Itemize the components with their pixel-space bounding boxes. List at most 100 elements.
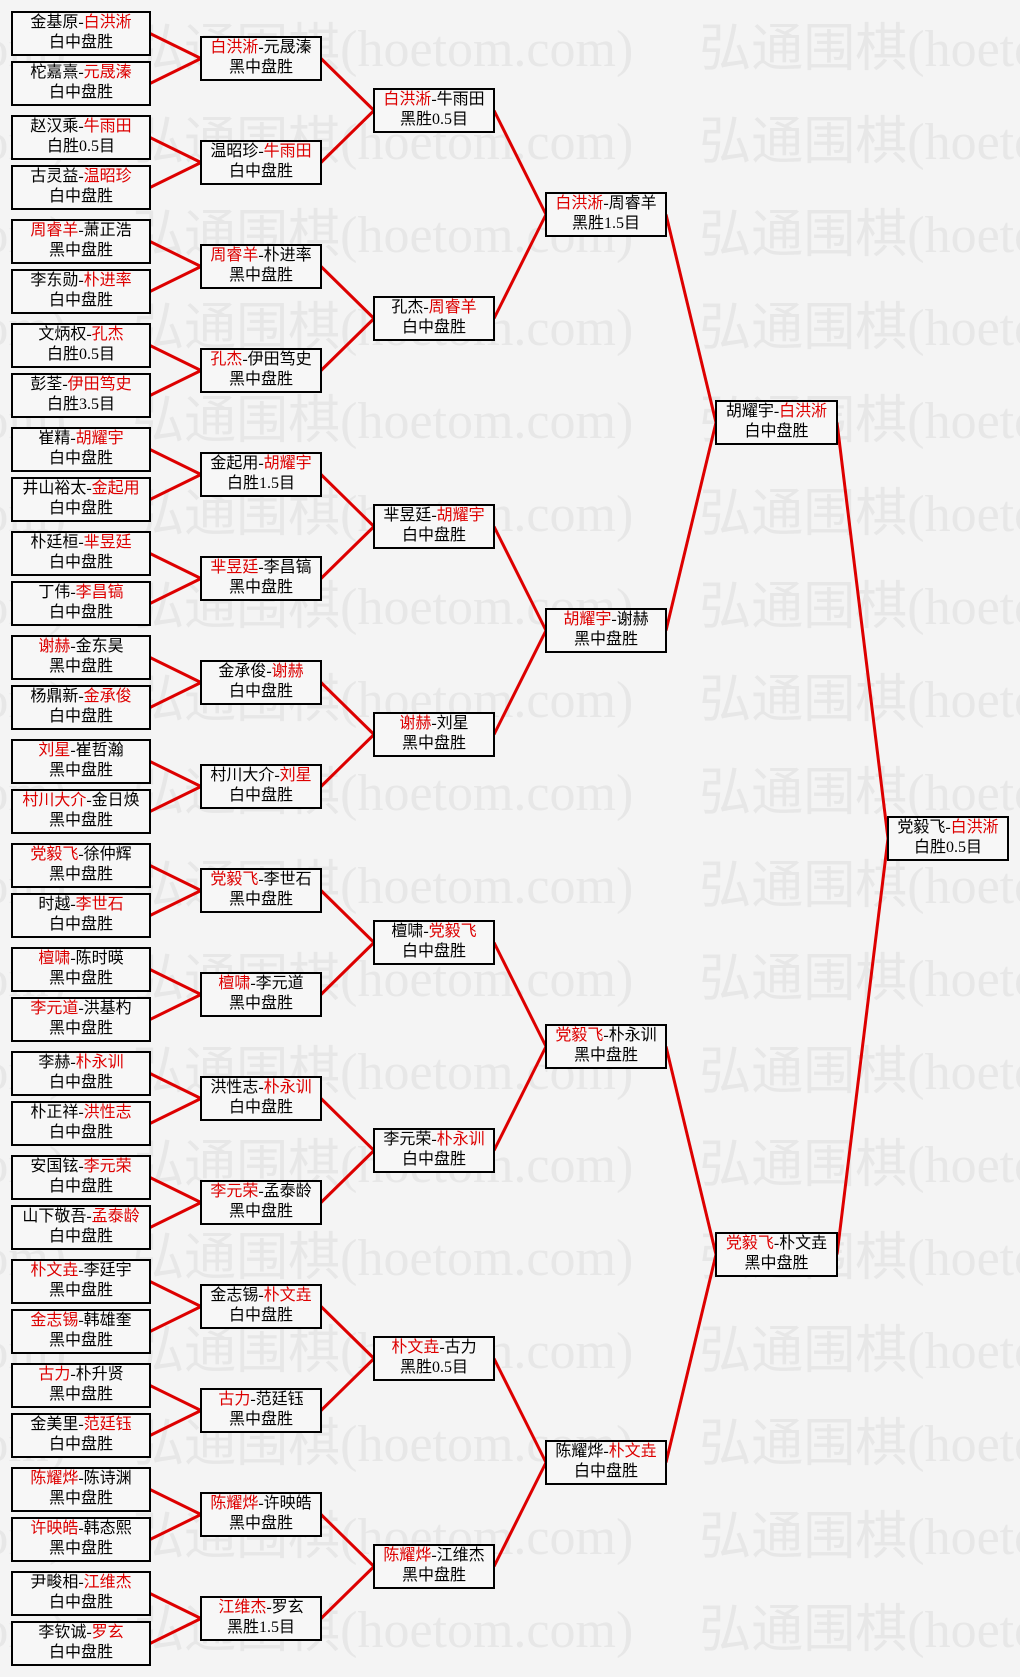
match-result: 黑中盘胜 bbox=[228, 1203, 293, 1220]
connector-line bbox=[319, 1565, 376, 1620]
connector-line bbox=[835, 422, 890, 839]
player2-name: 伊田笃史 bbox=[247, 351, 312, 368]
connector-line bbox=[319, 57, 376, 112]
connector-line bbox=[492, 1461, 548, 1568]
players-separator: - bbox=[78, 1574, 84, 1591]
player1-name: 时越 bbox=[38, 896, 71, 913]
match-box-r1-4: 古灵益-温昭珍 白中盘胜 bbox=[11, 165, 151, 210]
match-result: 黑中盘胜 bbox=[48, 1490, 113, 1507]
match-box-r3-2: 孔杰-周睿羊 白中盘胜 bbox=[373, 296, 495, 341]
players-separator: - bbox=[78, 168, 84, 185]
player2-name: 牛雨田 bbox=[436, 91, 485, 108]
match-result: 黑中盘胜 bbox=[48, 1020, 113, 1037]
player1-name: 党毅飞 bbox=[897, 819, 946, 836]
player1-name: 芈昱廷 bbox=[383, 507, 432, 524]
player1-name: 陈耀烨 bbox=[383, 1547, 432, 1564]
player2-name: 温昭珍 bbox=[83, 168, 132, 185]
match-players: 白洪淅-元晟溱 bbox=[202, 38, 320, 58]
match-result: 白中盘胜 bbox=[228, 1099, 293, 1116]
match-players: 陈耀烨-许映皓 bbox=[202, 1494, 320, 1514]
player2-name: 周睿羊 bbox=[428, 299, 477, 316]
players-separator: - bbox=[250, 975, 256, 992]
connector-line bbox=[149, 889, 202, 917]
match-players: 金起用-胡耀宇 bbox=[202, 454, 320, 474]
player1-name: 白洪淅 bbox=[383, 91, 432, 108]
match-box-r3-1: 白洪淅-牛雨田 黑胜0.5目 bbox=[373, 88, 495, 133]
connector-line bbox=[319, 473, 376, 528]
match-result: 黑中盘胜 bbox=[48, 1386, 113, 1403]
match-players: 赵汉乘-牛雨田 bbox=[13, 117, 149, 137]
players-separator: - bbox=[78, 846, 84, 863]
match-result: 白中盘胜 bbox=[48, 34, 113, 51]
players-separator: - bbox=[78, 1262, 84, 1279]
match-result: 白中盘胜 bbox=[48, 500, 113, 517]
connector-line bbox=[319, 1357, 376, 1412]
players-separator: - bbox=[431, 1131, 437, 1148]
connector-line bbox=[835, 838, 890, 1255]
player1-name: 金志锡 bbox=[210, 1287, 259, 1304]
watermark-text: 弘通围棋(hoetom.com) bbox=[132, 393, 634, 450]
match-players: 李赫-朴永训 bbox=[13, 1053, 149, 1073]
match-result: 黑中盘胜 bbox=[48, 242, 113, 259]
match-result: 白胜1.5目 bbox=[226, 475, 295, 492]
players-separator: - bbox=[258, 247, 264, 264]
match-players: 檀啸-陈时暎 bbox=[13, 949, 149, 969]
player1-name: 文炳权 bbox=[38, 326, 87, 343]
player1-name: 周睿羊 bbox=[210, 247, 259, 264]
match-players: 古力-范廷钰 bbox=[202, 1390, 320, 1410]
watermark-row: 弘通围棋(hoetom.com)弘通围棋(hoetom.com)弘通围棋(hoe… bbox=[0, 1326, 1020, 1378]
player2-name: 朴升贤 bbox=[75, 1366, 124, 1383]
watermark-text: 弘通围棋(hoetom.com) bbox=[699, 21, 1020, 78]
player2-name: 谢赫 bbox=[616, 611, 649, 628]
match-box-r1-13: 谢赫-金东昊 黑中盘胜 bbox=[11, 635, 151, 680]
match-result: 白胜0.5目 bbox=[46, 346, 115, 363]
player2-name: 刘星 bbox=[279, 767, 312, 784]
match-result: 黑中盘胜 bbox=[48, 866, 113, 883]
match-result: 白胜3.5目 bbox=[46, 396, 115, 413]
connector-line bbox=[149, 448, 202, 476]
connector-line bbox=[319, 1149, 376, 1204]
player2-name: 谢赫 bbox=[271, 663, 304, 680]
match-players: 杨鼎新-金承俊 bbox=[13, 687, 149, 707]
players-separator: - bbox=[266, 1599, 272, 1616]
players-separator: - bbox=[945, 819, 951, 836]
match-result: 白中盘胜 bbox=[48, 84, 113, 101]
watermark-text: 弘通围棋(hoetom.com) bbox=[699, 1323, 1020, 1380]
connector-line bbox=[319, 1513, 376, 1568]
player2-name: 洪基杓 bbox=[83, 1000, 132, 1017]
match-players: 胡耀宇-谢赫 bbox=[547, 610, 665, 630]
player2-name: 朴永训 bbox=[263, 1079, 312, 1096]
connector-line bbox=[149, 760, 202, 788]
player2-name: 胡耀宇 bbox=[75, 430, 124, 447]
connector-line bbox=[149, 681, 202, 709]
player1-name: 谢赫 bbox=[38, 638, 71, 655]
player2-name: 李昌镐 bbox=[263, 559, 312, 576]
connector-line bbox=[149, 1280, 202, 1308]
match-box-r1-32: 李钦诚-罗玄 白中盘胜 bbox=[11, 1621, 151, 1666]
match-box-r1-12: 丁伟-李昌镐 白中盘胜 bbox=[11, 581, 151, 626]
match-result: 白中盘胜 bbox=[228, 1307, 293, 1324]
match-players: 刘星-崔哲瀚 bbox=[13, 741, 149, 761]
player2-name: 党毅飞 bbox=[428, 923, 477, 940]
match-players: 党毅飞-李世石 bbox=[202, 870, 320, 890]
player2-name: 周睿羊 bbox=[608, 195, 657, 212]
match-players: 周睿羊-朴进率 bbox=[202, 246, 320, 266]
watermark-text: 弘通围棋(hoetom.com) bbox=[699, 1602, 1020, 1659]
connector-line bbox=[149, 993, 202, 1021]
player1-name: 彭荃 bbox=[30, 376, 63, 393]
players-separator: - bbox=[258, 455, 264, 472]
player1-name: 朴文垚 bbox=[30, 1262, 79, 1279]
player2-name: 朴永训 bbox=[608, 1027, 657, 1044]
match-box-r3-8: 陈耀烨-江维杰 黑中盘胜 bbox=[373, 1544, 495, 1589]
match-box-r1-2: 柁嘉熹-元晟溱 白中盘胜 bbox=[11, 61, 151, 106]
player1-name: 古力 bbox=[218, 1391, 251, 1408]
player2-name: 韩雄奎 bbox=[83, 1312, 132, 1329]
player1-name: 孔杰 bbox=[391, 299, 424, 316]
match-players: 尹畯相-江维杰 bbox=[13, 1573, 149, 1593]
match-players: 李钦诚-罗玄 bbox=[13, 1623, 149, 1643]
player1-name: 朴廷桓 bbox=[30, 534, 79, 551]
watermark-text: 弘通围棋(hoetom.com) bbox=[699, 672, 1020, 729]
match-box-r1-19: 檀啸-陈时暎 黑中盘胜 bbox=[11, 947, 151, 992]
match-result: 黑胜0.5目 bbox=[399, 1359, 468, 1376]
